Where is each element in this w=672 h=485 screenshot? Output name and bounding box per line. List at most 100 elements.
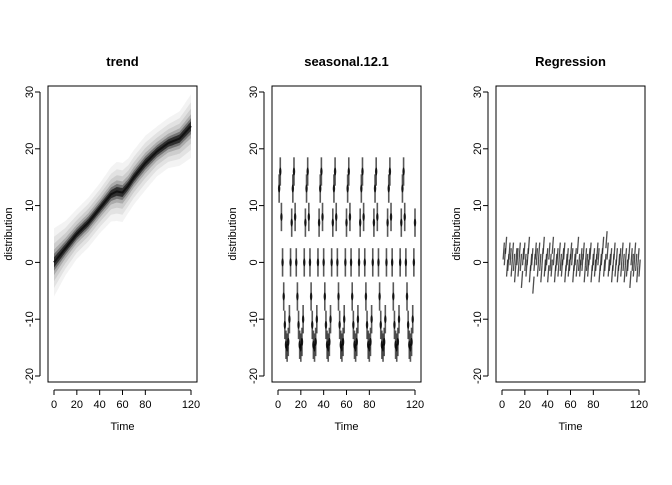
regression-mark <box>532 276 535 294</box>
regression-mark <box>518 242 521 260</box>
regression-mark <box>570 248 574 266</box>
seasonal-point <box>392 292 395 301</box>
seasonal-point <box>305 184 308 193</box>
seasonal-point <box>382 337 386 346</box>
regression-mark <box>511 242 515 260</box>
seasonal-point <box>387 184 390 193</box>
seasonal-point <box>337 292 340 301</box>
y-tick-label: -20 <box>24 368 36 384</box>
seasonal-point <box>306 167 309 176</box>
x-tick-label: 40 <box>542 399 554 411</box>
seasonal-point <box>317 218 321 227</box>
seasonal-point <box>301 315 305 324</box>
seasonal-point <box>281 258 284 267</box>
regression-mark <box>584 248 588 266</box>
data-layer <box>53 94 192 297</box>
regression-mark <box>537 242 541 260</box>
regression-mark <box>624 248 628 266</box>
seasonal-point <box>400 218 403 227</box>
seasonal-point <box>323 292 327 301</box>
y-tick-label: -10 <box>472 311 484 327</box>
seasonal-point <box>385 258 388 267</box>
seasonal-point <box>362 212 365 221</box>
seasonal-point <box>384 315 387 324</box>
chart-panel-1: trend 0 20 40 60 80 120 -20 -10 0 10 20 30 Time distri… <box>3 54 200 433</box>
seasonal-point <box>360 184 363 193</box>
x-axis-label: Time <box>334 421 358 433</box>
x-tick-label: 60 <box>116 399 128 411</box>
seasonal-point <box>293 212 297 221</box>
seasonal-point <box>322 258 325 267</box>
regression-mark <box>580 248 583 266</box>
seasonal-point <box>413 218 417 227</box>
seasonal-point <box>277 184 281 193</box>
y-tick-label: 30 <box>248 86 260 98</box>
seasonal-point <box>304 218 307 227</box>
seasonal-point <box>403 212 406 221</box>
regression-mark <box>543 259 547 277</box>
plot-box <box>271 85 422 383</box>
regression-mark <box>502 242 505 260</box>
regression-mark <box>516 248 519 266</box>
seasonal-point <box>315 315 319 324</box>
seasonal-point <box>329 315 332 324</box>
seasonal-point <box>283 320 287 329</box>
regression-mark <box>512 253 516 271</box>
chart-panel-3: Regression 0 20 40 60 80 120 -20 -10 0 10 20 30 Time d… <box>451 54 648 433</box>
regression-mark <box>637 248 640 266</box>
regression-mark <box>613 242 616 260</box>
regression-mark <box>527 236 531 254</box>
regression-mark <box>607 259 611 277</box>
seasonal-point <box>314 337 317 346</box>
y-axis-label: distribution <box>451 207 463 260</box>
regression-mark <box>504 236 508 254</box>
x-axis-label: Time <box>110 421 134 433</box>
seasonal-point <box>369 337 372 346</box>
seasonal-point <box>308 258 312 267</box>
regression-mark <box>552 248 556 266</box>
regression-mark <box>601 236 605 254</box>
regression-mark <box>544 253 548 271</box>
x-axis-label: Time <box>558 421 582 433</box>
seasonal-point <box>378 292 381 301</box>
seasonal-point <box>370 315 373 324</box>
seasonal-point <box>328 337 331 346</box>
regression-mark <box>625 259 629 277</box>
y-tick-label: -10 <box>24 311 36 327</box>
seasonal-point <box>371 258 374 267</box>
plot-box <box>47 85 198 383</box>
seasonal-point <box>393 320 396 329</box>
x-tick-label: 80 <box>363 399 375 411</box>
regression-mark <box>596 242 599 260</box>
regression-mark <box>523 242 526 260</box>
seasonal-point <box>388 167 392 176</box>
x-tick-label: 20 <box>519 399 531 411</box>
y-tick-label: -20 <box>472 368 484 384</box>
regression-mark <box>629 270 632 289</box>
regression-mark <box>628 242 631 260</box>
x-tick-label: 0 <box>275 399 281 411</box>
panel-title: seasonal.12.1 <box>304 54 389 69</box>
regression-mark <box>551 236 555 254</box>
y-axis-label: distribution <box>227 207 239 260</box>
y-tick-label: 20 <box>248 143 260 155</box>
regression-mark <box>549 253 552 271</box>
regression-mark <box>620 259 623 277</box>
regression-mark <box>534 242 537 260</box>
plot-box <box>495 85 646 383</box>
panel-title: Regression <box>535 54 606 69</box>
regression-mark <box>515 248 518 266</box>
regression-mark <box>565 253 568 271</box>
y-tick-label: -20 <box>248 368 260 384</box>
seasonal-point <box>351 292 354 301</box>
regression-mark <box>555 253 558 271</box>
seasonal-point <box>332 184 336 193</box>
regression-mark <box>615 248 619 266</box>
regression-mark <box>558 242 561 260</box>
regression-mark <box>576 236 580 254</box>
regression-mark <box>636 265 639 283</box>
regression-mark <box>563 242 566 260</box>
seasonal-point <box>330 258 333 267</box>
regression-mark <box>638 259 641 277</box>
